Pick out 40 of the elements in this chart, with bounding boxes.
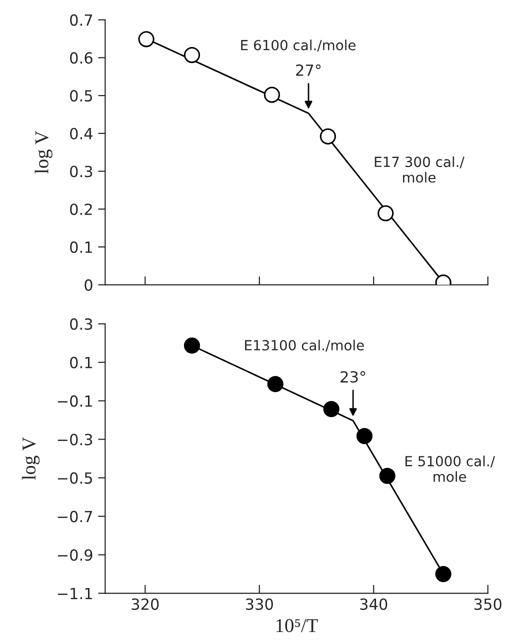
point [264,86,280,103]
y-tick-label: −0.5 [58,472,92,484]
point [267,376,284,392]
y-tick-label: 0.5 [70,90,92,102]
point [378,205,394,222]
y-axis-title: log V [34,130,52,174]
point [435,566,452,582]
y-tick-label: 0.4 [70,128,93,140]
point [138,31,154,48]
y-tick-label: 0.1 [70,356,92,368]
x-tick-label: 330 [246,598,273,610]
y-tick-label: −0.1 [58,395,92,407]
x-tick-label: 350 [474,598,502,610]
annotation: 23° [340,371,366,383]
y-tick-label: 0.2 [70,204,92,216]
annotation: E 6100 cal./mole [241,40,356,52]
point [184,338,200,354]
y-tick-label: −0.9 [58,549,92,561]
y-tick-label: 0.7 [70,14,92,26]
point [323,401,340,418]
y-axis-title: log V [22,437,40,480]
y-tick-label: 0.3 [70,166,92,178]
point [379,468,396,484]
annotation: E 51000 cal./ mole [406,456,496,482]
point [320,128,336,144]
y-tick-label: 0.6 [70,52,92,64]
annotation: E17 300 cal./ mole [374,156,464,183]
y-tick-label: 0.1 [70,241,92,253]
annotation: E13100 cal./mole [245,340,364,352]
x-tick-label: 340 [360,598,388,610]
y-tick-label: 0.3 [70,318,92,330]
y-tick-label: −0.7 [58,510,92,522]
y-tick-label: 0 [84,279,92,291]
x-axis-title: 10⁵/T [276,619,318,632]
annotation: 27° [296,64,321,76]
y-tick-label: −0.3 [58,434,92,446]
x-tick-label: 320 [132,598,159,610]
point [184,46,200,64]
point [356,428,373,444]
y-tick-label: −1.1 [58,588,92,600]
